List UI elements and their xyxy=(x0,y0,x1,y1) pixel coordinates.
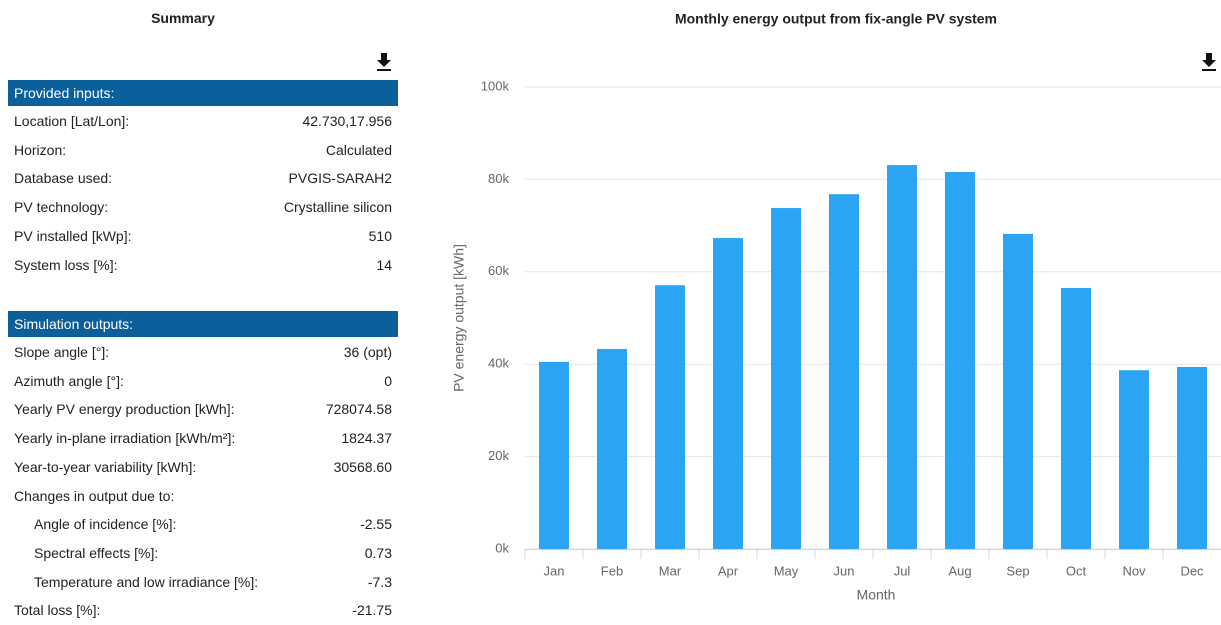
summary-row: Slope angle [°]: 36 (opt) xyxy=(8,338,398,367)
row-value: 510 xyxy=(368,227,392,244)
bar xyxy=(655,285,685,549)
x-tick-label: Mar xyxy=(659,563,682,578)
row-label: Total loss [%]: xyxy=(14,602,101,619)
row-value: 0 xyxy=(384,372,392,389)
y-tick-label: 60k xyxy=(488,263,509,278)
x-tick-label: Feb xyxy=(601,563,623,578)
bar xyxy=(539,361,569,549)
row-label: Angle of incidence [%]: xyxy=(34,516,177,533)
bar xyxy=(1119,370,1149,549)
x-tick-label: Dec xyxy=(1180,563,1204,578)
summary-row: Angle of incidence [%]: -2.55 xyxy=(8,510,398,539)
summary-row: Azimuth angle [°]: 0 xyxy=(8,367,398,396)
row-value: -21.75 xyxy=(352,602,392,619)
section-header: Simulation outputs: xyxy=(8,311,398,337)
download-button[interactable] xyxy=(1202,53,1216,71)
summary-title: Summary xyxy=(151,10,215,26)
row-label: Azimuth angle [°]: xyxy=(14,372,124,389)
bar xyxy=(829,194,859,549)
row-label: Horizon: xyxy=(14,141,67,158)
row-label: Spectral effects [%]: xyxy=(34,544,159,561)
row-label: Temperature and low irradiance [%]: xyxy=(34,573,259,590)
x-tick-label: Oct xyxy=(1066,563,1087,578)
summary-row: Total loss [%]: -21.75 xyxy=(8,596,398,625)
summary-row: Spectral effects [%]: 0.73 xyxy=(8,539,398,568)
row-label: PV technology: xyxy=(14,199,109,216)
row-label: Year-to-year variability [kWh]: xyxy=(14,458,197,475)
row-label: Location [Lat/Lon]: xyxy=(14,113,130,129)
summary-row: Database used: PVGIS-SARAH2 xyxy=(8,164,398,193)
bar xyxy=(1177,366,1207,549)
y-tick-label: 80k xyxy=(488,171,509,186)
row-label: Yearly in-plane irradiation [kWh/m²]: xyxy=(14,430,236,447)
x-tick-label: May xyxy=(774,563,799,578)
section-header: Provided inputs: xyxy=(8,80,398,106)
row-value: PVGIS-SARAH2 xyxy=(288,170,392,187)
row-value: 0.73 xyxy=(364,544,392,561)
y-tick-label: 20k xyxy=(488,448,509,463)
bar xyxy=(887,165,917,549)
bar xyxy=(1003,233,1033,549)
summary-row: Temperature and low irradiance [%]: -7.3 xyxy=(8,568,398,597)
row-label: Changes in output due to: xyxy=(14,487,175,504)
x-tick-label: Jun xyxy=(834,563,855,578)
summary-row: Yearly in-plane irradiation [kWh/m²]: 182… xyxy=(8,424,398,453)
x-tick-label: Apr xyxy=(718,563,739,578)
download-button[interactable] xyxy=(376,53,392,71)
x-tick-label: Jul xyxy=(894,563,911,578)
row-value: 30568.60 xyxy=(333,458,392,475)
summary-row: Yearly PV energy production [kWh]: 728074… xyxy=(8,395,398,424)
row-label: Yearly PV energy production [kWh]: xyxy=(14,401,235,418)
x-tick-label: Jan xyxy=(544,563,565,578)
x-tick-label: Nov xyxy=(1122,563,1146,578)
x-tick-label: Aug xyxy=(948,563,971,578)
y-tick-label: 40k xyxy=(488,356,509,371)
summary-row: System loss [%]: 14 xyxy=(8,251,398,280)
summary-row: Horizon: Calculated xyxy=(8,136,398,165)
summary-row: Changes in output due to: xyxy=(8,482,398,511)
row-value: Crystalline silicon xyxy=(283,199,392,216)
y-tick-label: 0k xyxy=(495,540,509,555)
row-value: 14 xyxy=(376,256,392,273)
summary-row: PV installed [kWp]: 510 xyxy=(8,222,398,251)
bar xyxy=(1061,287,1091,549)
row-value: 1824.37 xyxy=(341,430,392,447)
row-value: 728074.58 xyxy=(325,401,392,418)
bar xyxy=(713,238,743,549)
summary-row: Year-to-year variability [kWh]: 30568.60 xyxy=(8,453,398,482)
summary-row: Location [Lat/Lon]: 42.730,17.956 xyxy=(8,107,398,136)
row-label: System loss [%]: xyxy=(14,256,118,273)
row-label: PV installed [kWp]: xyxy=(14,227,132,244)
row-label: Slope angle [°]: xyxy=(14,344,110,360)
bar xyxy=(597,348,627,549)
chart-title: Monthly energy output from fix-angle PV … xyxy=(675,11,997,27)
row-value: -2.55 xyxy=(360,516,392,533)
x-tick-label: Sep xyxy=(1006,563,1029,578)
row-value: 42.730,17.956 xyxy=(302,113,392,129)
summary-row: PV technology: Crystalline silicon xyxy=(8,193,398,222)
y-axis-label: PV energy output [kWh] xyxy=(451,244,467,392)
bar xyxy=(945,172,975,549)
x-axis-label: Month xyxy=(857,587,896,603)
row-value: -7.3 xyxy=(367,573,392,590)
row-label: Database used: xyxy=(14,170,113,187)
bar xyxy=(771,208,801,549)
row-value: Calculated xyxy=(325,141,392,158)
row-value: 36 (opt) xyxy=(343,344,392,360)
chart: Monthly energy output from fix-angle PV … xyxy=(451,11,1221,603)
y-tick-label: 100k xyxy=(481,78,510,93)
